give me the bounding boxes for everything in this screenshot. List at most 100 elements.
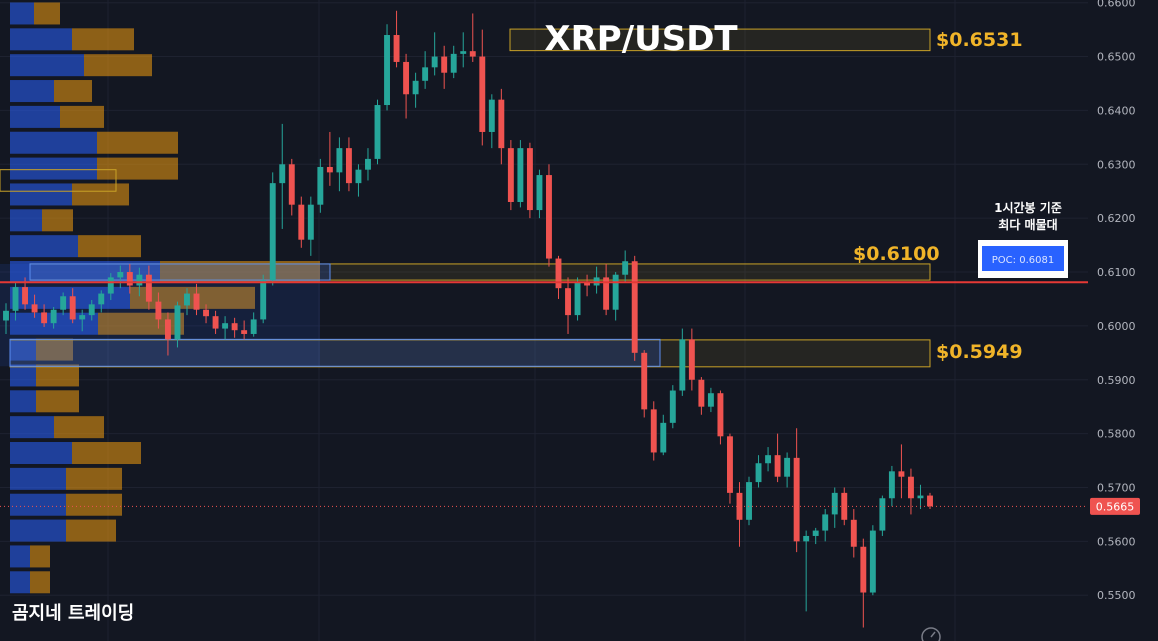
volume-profile-sell-bar: [54, 80, 92, 103]
price-axis[interactable]: 0.6600 0.6500 0.6400 0.6300 0.6200 0.6100 0.60…: [1097, 0, 1136, 602]
candle-body: [79, 315, 86, 320]
volume-profile-sell-bar: [98, 312, 184, 335]
candle-body: [784, 457, 791, 477]
volume-profile-sell-bar: [66, 467, 122, 490]
candle-body: [145, 274, 152, 302]
y-tick-label: 0.6100: [1097, 266, 1136, 279]
candle-body: [612, 274, 619, 310]
level-label-2: $0.5949: [936, 341, 1023, 363]
volume-profile-sell-bar: [36, 390, 79, 413]
volume-profile-buy-bar: [10, 416, 54, 439]
volume-profile-buy-bar: [10, 442, 72, 465]
volume-profile-sell-bar: [160, 261, 320, 284]
candle-body: [422, 67, 429, 81]
candle-body: [526, 148, 533, 211]
candle-body: [298, 204, 305, 240]
volume-profile-buy-bar: [10, 493, 66, 516]
candle-body: [879, 498, 886, 531]
volume-profile-buy-bar: [10, 80, 54, 103]
poc-badge-label: POC: 0.6081: [992, 255, 1054, 266]
level-box-0: [509, 28, 931, 52]
level-box-2: [9, 339, 931, 368]
candle-body: [688, 339, 695, 380]
candle-body: [374, 105, 381, 159]
candle-body: [450, 53, 457, 73]
volume-profile-buy-bar: [10, 467, 66, 490]
y-tick-label: 0.5900: [1097, 374, 1136, 387]
candle-body: [669, 390, 676, 423]
candle-body: [927, 495, 933, 507]
candle-body: [393, 35, 400, 62]
replay-icon[interactable]: [921, 627, 941, 641]
volume-profile-sell-bar: [72, 183, 129, 206]
candle-body: [574, 282, 581, 316]
candle-body: [622, 261, 629, 275]
chart-title: XRP/USDT: [544, 19, 738, 59]
candle-body: [60, 296, 67, 310]
candle-body: [12, 287, 19, 311]
candle-body: [412, 80, 419, 95]
vp-highlight-box: [0, 169, 117, 192]
y-tick-label: 0.5600: [1097, 535, 1136, 548]
candle-body: [907, 476, 914, 499]
y-tick-label: 0.6400: [1097, 104, 1136, 117]
support-zone-box: [9, 338, 661, 367]
candle-body: [336, 148, 343, 173]
candle-body: [774, 455, 781, 477]
y-tick-label: 0.6000: [1097, 320, 1136, 333]
volume-profile-buy-bar: [10, 157, 97, 180]
y-tick-label: 0.5500: [1097, 589, 1136, 602]
poc-badge-inner: [982, 246, 1064, 271]
candle-body: [31, 304, 38, 313]
volume-profile-sell-bar: [30, 545, 50, 568]
volume-profile-buy-bar: [10, 183, 72, 206]
y-tick-label: 0.6200: [1097, 212, 1136, 225]
replay-icon-circle: [921, 627, 941, 641]
candle-body: [22, 287, 29, 305]
volume-profile-buy-bar: [10, 261, 160, 284]
candle-body: [631, 261, 638, 353]
candle-body: [184, 293, 190, 306]
candle-body: [565, 288, 571, 316]
candle-body: [727, 436, 733, 493]
candle-body: [3, 310, 9, 321]
candle-body: [50, 309, 57, 324]
candle-body: [88, 304, 95, 316]
volume-profile-buy-bar: [10, 131, 97, 154]
candle-body: [746, 482, 752, 520]
candle-body: [384, 35, 390, 106]
candle-body: [898, 471, 905, 477]
candles: [3, 10, 933, 628]
candle-body: [793, 457, 800, 542]
candle-body: [869, 530, 876, 593]
candle-body: [755, 463, 762, 483]
candle-body: [260, 280, 267, 320]
candle-body: [307, 204, 314, 240]
volume-profile-buy-bar: [10, 2, 34, 25]
candle-body: [365, 158, 371, 170]
candle-body: [917, 495, 924, 499]
volume-profile-sell-bar: [97, 157, 178, 180]
volume-profile-sell-bar: [72, 442, 141, 465]
candle-body: [641, 352, 648, 410]
candle-body: [765, 455, 772, 464]
price-axis-background[interactable]: [1088, 0, 1158, 641]
candle-body: [155, 301, 162, 320]
candle-body: [831, 492, 838, 515]
candle-body: [164, 319, 171, 340]
level-label-0: $0.6531: [936, 29, 1023, 51]
candle-body: [850, 519, 857, 547]
candle-body: [126, 272, 133, 286]
volume-profile-buy-bar: [10, 54, 84, 77]
price-lines: [0, 281, 1088, 507]
y-tick-label: 0.5800: [1097, 428, 1136, 441]
candle-body: [546, 175, 552, 259]
gridlines: [0, 0, 1088, 641]
volume-profile-buy-bar: [10, 519, 66, 542]
candle-body: [469, 51, 476, 57]
candle-body: [812, 530, 819, 536]
candle-body: [69, 296, 76, 320]
current-price-tag-label: 0.5665: [1096, 500, 1135, 513]
candle-body: [431, 56, 438, 68]
